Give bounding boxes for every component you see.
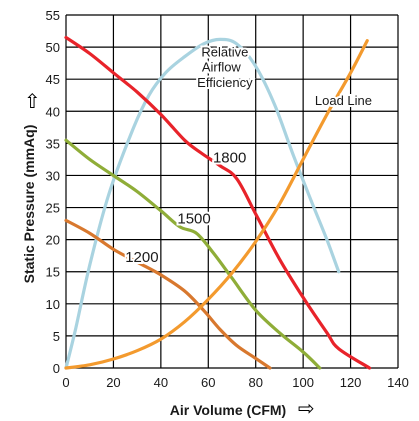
x-tick-label: 20: [106, 375, 120, 390]
annotation-label: 1200: [125, 249, 158, 266]
y-tick-label: 25: [46, 201, 60, 216]
y-tick-label: 55: [46, 8, 60, 23]
y-axis-arrow-icon: ⇧: [24, 89, 41, 113]
annotations: 1800 1500 1200 Load Line RelativeAirflowEffi…: [123, 43, 374, 268]
annotation-label: Relative: [201, 45, 248, 60]
tick-labels: 0 20 40 60 80 100 120 140 0 5 10 15 20 25 30 35 40 45 50 55: [46, 8, 409, 390]
grid: [65, 14, 399, 369]
x-tick-label: 140: [387, 375, 409, 390]
x-tick-label: 0: [62, 375, 69, 390]
annotation-label: Load Line: [315, 93, 372, 108]
x-tick-label: 60: [201, 375, 215, 390]
y-tick-label: 30: [46, 168, 60, 183]
x-tick-label: 80: [248, 375, 262, 390]
x-axis-arrow-icon: ⇨: [298, 396, 315, 420]
x-tick-label: 100: [292, 375, 314, 390]
y-tick-label: 0: [53, 361, 60, 376]
y-tick-label: 45: [46, 72, 60, 87]
y-tick-label: 5: [53, 329, 60, 344]
annotation-label: 1500: [177, 211, 210, 228]
series-line-1500: [64, 138, 322, 370]
y-tick-label: 15: [46, 265, 60, 280]
series-lines: [64, 35, 372, 370]
x-axis-title: Air Volume (CFM): [170, 402, 286, 418]
y-axis-title: Static Pressure (mmAq): [21, 125, 37, 284]
y-tick-label: 35: [46, 136, 60, 151]
annotation-label: 1800: [213, 150, 246, 167]
x-tick-label: 40: [154, 375, 168, 390]
annotation-label: Efficiency: [197, 75, 253, 90]
y-tick-label: 20: [46, 233, 60, 248]
x-tick-label: 120: [340, 375, 362, 390]
y-tick-label: 50: [46, 40, 60, 55]
series-line-1800: [64, 35, 372, 370]
y-tick-label: 40: [46, 104, 60, 119]
annotation-label: Airflow: [202, 59, 242, 74]
y-tick-label: 10: [46, 297, 60, 312]
series-line-load-line: [64, 39, 369, 370]
series-line-1200: [64, 218, 272, 370]
